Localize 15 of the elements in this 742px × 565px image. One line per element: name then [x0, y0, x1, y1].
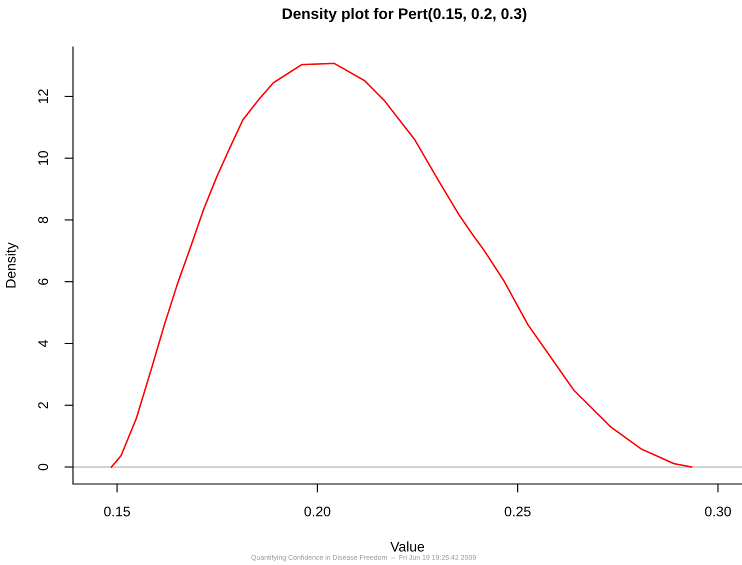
y-tick-label: 8	[38, 216, 48, 224]
chart-title: Density plot for Pert(0.15, 0.2, 0.3)	[282, 8, 526, 22]
y-tick-label: 6	[38, 278, 48, 285]
y-tick-label: 2	[38, 402, 48, 408]
x-tick-label: 0.20	[304, 506, 330, 516]
x-axis-title: Value	[390, 541, 424, 552]
x-tick-label: 0.30	[704, 506, 731, 516]
y-tick-label: 10	[38, 151, 48, 165]
line-series	[110, 62, 692, 468]
y-tick-label: 0	[38, 464, 48, 470]
y-tick-label: 4	[38, 340, 48, 348]
y-axis-title: Density	[5, 242, 18, 288]
y-tick-label: 12	[38, 89, 48, 104]
x-tick-label: 0.25	[504, 506, 531, 516]
x-tick-label: 0.15	[104, 506, 130, 516]
